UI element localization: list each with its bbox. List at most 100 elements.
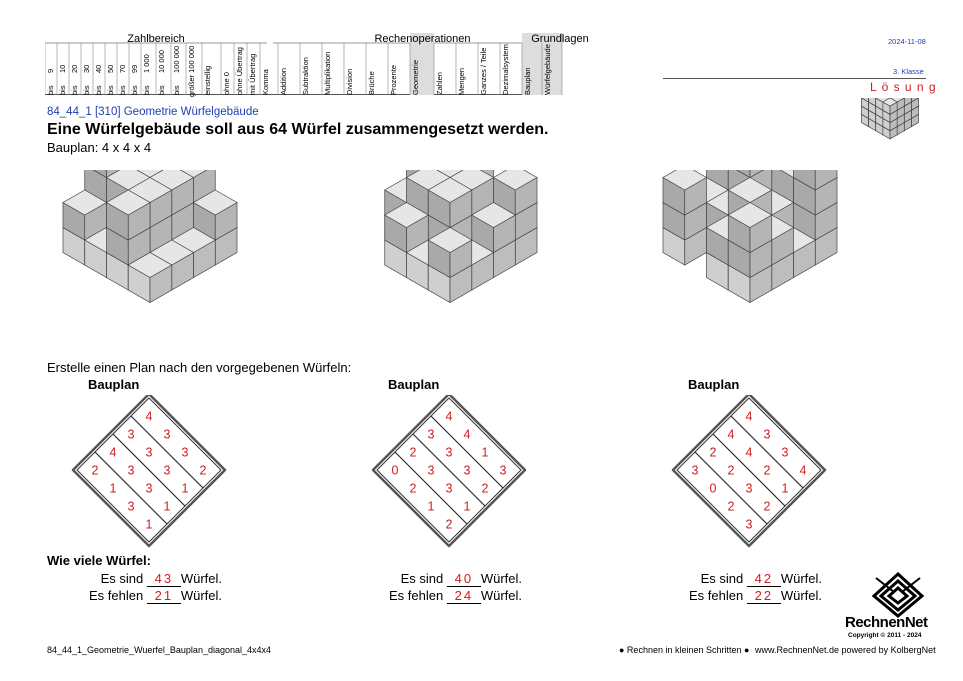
cube	[662, 170, 708, 216]
zahlbereich-col: 30 bis	[81, 45, 93, 97]
range-upper: 99	[130, 64, 139, 73]
es-sind-answer[interactable]: 42	[746, 572, 781, 587]
plan-cell-value: 1	[464, 500, 471, 514]
es-sind-label: Es sind	[700, 571, 744, 586]
plan-cell-value: 2	[764, 464, 771, 478]
zahlbereich-col: 100 000 bis	[171, 45, 183, 97]
category-label: Ganzes / Teile	[479, 47, 488, 95]
plan-cell-value: 4	[746, 446, 753, 460]
category-label: Subtraktion	[301, 57, 310, 95]
range-lower: bis	[172, 85, 181, 95]
rechen-col: Multiplikation	[322, 45, 334, 97]
plan-cell-value: 3	[446, 482, 453, 496]
plan-cell-value: 0	[710, 482, 717, 496]
plan-cell-value: 1	[782, 482, 789, 496]
category-label: Mengen	[457, 67, 466, 95]
footer-slogan: ● Rechnen in kleinen Schritten ●	[619, 645, 750, 655]
plan-cell-value: 1	[146, 518, 153, 532]
plan-cell-value: 3	[146, 446, 153, 460]
plan-cell-value: 3	[428, 428, 435, 442]
mid-col: mit Übertrag	[247, 45, 259, 97]
extra-col: Würfelgebäude	[542, 44, 554, 97]
plan-cell-value: 2	[710, 446, 717, 460]
plan-cell-value: 3	[164, 428, 171, 442]
plan-cell-value: 4	[146, 410, 153, 424]
range-lower: bis	[157, 85, 166, 95]
mid-col: ohne 0	[221, 45, 233, 97]
bauplan-dimensions: Bauplan: 4 x 4 x 4	[47, 140, 152, 155]
range-lower: bis	[142, 85, 151, 95]
plan-cell-value: 3	[464, 464, 471, 478]
header-rule	[663, 78, 926, 79]
range-lower: bis	[70, 85, 79, 95]
es-sind-answer[interactable]: 43	[146, 572, 181, 587]
grundlagen-col: Zahlen	[434, 45, 446, 97]
plan-cell-value: 1	[428, 500, 435, 514]
cube	[793, 170, 838, 191]
category-label: Dezimalsystem	[501, 44, 510, 95]
category-label: Zahlen	[435, 72, 444, 95]
footer-filename: 84_44_1_Geometrie_Wuerfel_Bauplan_diagon…	[47, 645, 272, 655]
cube	[105, 189, 151, 241]
unit: Würfel.	[480, 588, 522, 603]
plan-cell-value: 2	[728, 464, 735, 478]
unit: Würfel.	[780, 588, 822, 603]
category-label: Prozente	[389, 64, 398, 95]
es-sind-label: Es sind	[400, 571, 444, 586]
date: 2024-11-08	[888, 37, 926, 46]
range-upper: 40	[94, 64, 103, 73]
range-upper: 30	[82, 64, 91, 73]
es-fehlen-answer[interactable]: 24	[446, 589, 481, 604]
rechen-col: Subtraktion	[300, 45, 312, 97]
plan-cell-value: 3	[764, 428, 771, 442]
range-lower: bis	[130, 85, 139, 95]
es-fehlen-answer[interactable]: 22	[746, 589, 781, 604]
unit: Würfel.	[180, 571, 222, 586]
es-fehlen-answer[interactable]: 21	[146, 589, 181, 604]
footer-site[interactable]: www.RechnenNet.de powered by KolbergNet	[755, 645, 936, 655]
unit: Würfel.	[480, 571, 522, 586]
range-upper: 10	[58, 64, 67, 73]
plan-cell-value: 1	[164, 500, 171, 514]
rechen-col: Division	[344, 45, 356, 97]
plan-cell-value: 2	[482, 482, 489, 496]
category-label: Addition	[279, 67, 288, 95]
task-title: Eine Würfelgebäude soll aus 64 Würfel zu…	[47, 121, 549, 138]
grundlagen-col: Ganzes / Teile	[478, 45, 490, 97]
geometrie-col: Geometrie	[410, 45, 422, 97]
plan-cell-value: 4	[746, 410, 753, 424]
plan-cell-value: 2	[410, 482, 417, 496]
range-upper: 100 000	[172, 45, 181, 73]
category-label: ohne 0	[222, 72, 231, 95]
plan-cell-value: 3	[128, 500, 135, 514]
cube	[882, 98, 898, 115]
mid-col: ohne Übertrag	[234, 45, 246, 97]
plan-cell-value: 2	[92, 464, 99, 478]
cube-buildings	[62, 170, 838, 304]
plan-cell-value: 4	[446, 410, 453, 424]
cube-building-3	[662, 170, 838, 304]
grundlagen-col: Dezimalsystem	[500, 44, 512, 97]
range-upper: größer 100 000	[187, 45, 196, 97]
plan-cell-value: 2	[410, 446, 417, 460]
range-lower: bis	[94, 85, 103, 95]
range-upper: 10 000	[157, 50, 166, 73]
answers-2: Es sind 40 Würfel. Es fehlen 24 Würfel.	[360, 570, 522, 604]
mid-col: Komma	[260, 45, 272, 97]
plan-cell-value: 2	[446, 518, 453, 532]
range-lower: bis	[106, 85, 115, 95]
answers-3: Es sind 42 Würfel. Es fehlen 22 Würfel.	[660, 570, 822, 604]
es-sind-answer[interactable]: 40	[446, 572, 481, 587]
group-zahlbereich: Zahlbereich	[127, 33, 185, 45]
zahlbereich-col: 10 bis	[57, 45, 69, 97]
plan-cell-value: 1	[182, 482, 189, 496]
zahlbereich-col: größer 100 000	[186, 45, 198, 97]
range-upper: 1 000	[142, 54, 151, 73]
plan-cell-value: 2	[764, 500, 771, 514]
range-upper: 20	[70, 64, 79, 73]
plan-cell-value: 1	[482, 446, 489, 460]
task-id: 84_44_1 [310] Geometrie Würfelgebäude	[47, 106, 259, 118]
group-grundlagen: Grundlagen	[531, 33, 589, 45]
category-label: Multiplikation	[323, 51, 332, 95]
